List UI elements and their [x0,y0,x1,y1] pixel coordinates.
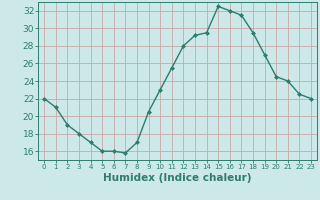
X-axis label: Humidex (Indice chaleur): Humidex (Indice chaleur) [103,173,252,183]
